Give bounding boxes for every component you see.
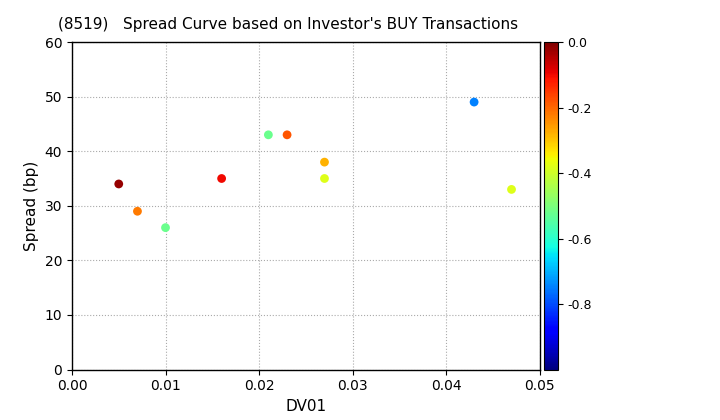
X-axis label: DV01: DV01 [285,399,326,414]
Point [468,99,480,105]
Point [160,224,171,231]
Point [319,159,330,165]
Point [132,208,143,215]
Text: (8519)   Spread Curve based on Investor's BUY Transactions: (8519) Spread Curve based on Investor's … [58,17,518,32]
Point [282,131,293,138]
Point [319,175,330,182]
Point [216,175,228,182]
Point [505,186,517,193]
Y-axis label: Spread (bp): Spread (bp) [24,161,39,251]
Point [263,131,274,138]
Point [113,181,125,187]
